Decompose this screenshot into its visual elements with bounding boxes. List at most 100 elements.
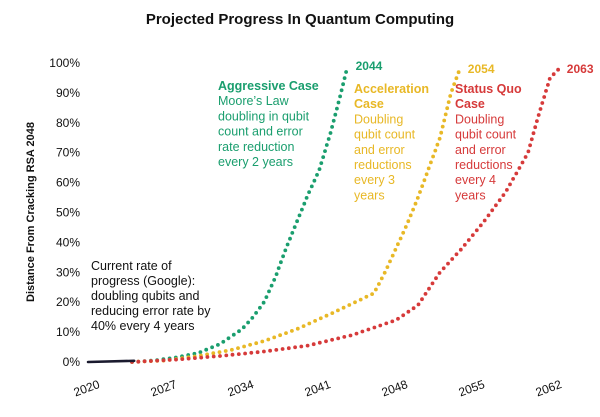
series-point (226, 336, 231, 341)
series-point (474, 228, 479, 233)
series-point (290, 329, 294, 333)
series-point (542, 95, 547, 99)
series-point (450, 88, 454, 92)
y-tick-label: 40% (56, 235, 80, 249)
series-point (301, 324, 306, 328)
series-point (354, 331, 359, 336)
series-point (262, 349, 266, 354)
annotation-text: reductions (455, 158, 513, 172)
series-point (408, 213, 413, 218)
series-point (255, 350, 260, 355)
series-point (430, 281, 435, 286)
current-rate-note-line: doubling qubits and (91, 289, 199, 303)
series-point (279, 260, 283, 265)
series-point (326, 137, 331, 141)
series-point (411, 207, 415, 212)
series-point (312, 178, 317, 183)
series-point (230, 352, 235, 357)
annotation-text: Doubling (354, 112, 403, 126)
annotation-text: years (354, 188, 385, 202)
annotation-heading: Aggressive Case (218, 79, 319, 93)
series-point (193, 356, 197, 360)
current-rate-note-line: reducing error rate by (91, 304, 211, 318)
series-point (551, 72, 556, 77)
series-point (260, 339, 265, 344)
series-point (384, 321, 389, 326)
series-point (167, 358, 172, 362)
series-point (292, 225, 297, 230)
series-point (533, 125, 538, 130)
series-point (290, 231, 295, 235)
series-point (224, 353, 229, 358)
series-point (211, 354, 216, 359)
series-point (321, 155, 326, 160)
series-point (411, 306, 416, 311)
y-tick-label: 60% (56, 176, 80, 190)
annotation-text: years (455, 188, 486, 202)
series-point (426, 166, 431, 171)
y-tick-label: 30% (56, 265, 80, 279)
series-point (424, 172, 429, 177)
series-point (482, 218, 487, 223)
series-point (385, 265, 390, 269)
series-point (304, 196, 309, 200)
current-rate-note-line: Current rate of (91, 259, 172, 273)
series-point (339, 88, 344, 93)
series-point (456, 70, 461, 75)
series-point (446, 100, 451, 104)
series-point (544, 89, 548, 93)
series-point (210, 345, 215, 350)
series-point (243, 351, 248, 356)
series-point (341, 82, 345, 87)
series-point (415, 196, 420, 200)
series-point (249, 350, 254, 355)
series-point (462, 243, 467, 247)
series-point (305, 343, 310, 348)
series-point (136, 359, 141, 364)
series-status-quo-case (130, 67, 560, 364)
series-point (331, 118, 336, 123)
series-point (344, 70, 348, 74)
y-axis-ticks: 0% 10% 20% 30% 40% 50% 60% 70% 80% 90% 100% (49, 56, 80, 369)
series-point (149, 359, 153, 363)
series-point (443, 112, 448, 117)
series-end-label: 2063 (567, 62, 594, 76)
series-point (285, 242, 290, 247)
series-point (307, 190, 311, 195)
y-tick-label: 100% (49, 56, 80, 70)
series-point (236, 352, 241, 356)
annotation-heading: Case (455, 97, 485, 111)
series-point (393, 248, 398, 252)
series-point (523, 155, 528, 159)
series-point (221, 339, 226, 344)
series-point (278, 333, 282, 338)
series-point (401, 313, 406, 318)
annotation-text: every 2 years (218, 155, 293, 169)
series-point (274, 272, 279, 276)
series-point (180, 357, 185, 361)
series-point (174, 357, 178, 362)
annotation-text: count and error (218, 125, 303, 139)
series-point (528, 143, 532, 148)
x-axis-ticks: 2020 2027 2034 2041 2048 2055 2062 (72, 377, 564, 399)
series-point (258, 305, 262, 310)
series-point (429, 160, 433, 165)
series-point (309, 184, 314, 189)
series-point (446, 261, 450, 266)
series-point (317, 167, 322, 172)
series-point (242, 344, 247, 349)
series-point (302, 201, 307, 206)
series-point (155, 358, 160, 363)
series-point (324, 339, 328, 344)
y-tick-label: 80% (56, 116, 80, 130)
series-point (266, 337, 271, 342)
y-tick-label: 50% (56, 206, 80, 220)
current-progress-layer (86, 359, 136, 364)
series-layer: 2044 2054 2063 (130, 59, 594, 364)
series-point (295, 326, 300, 331)
series-point (342, 76, 347, 80)
series-point (217, 350, 222, 354)
series-point (450, 257, 455, 261)
series-point (441, 266, 446, 271)
